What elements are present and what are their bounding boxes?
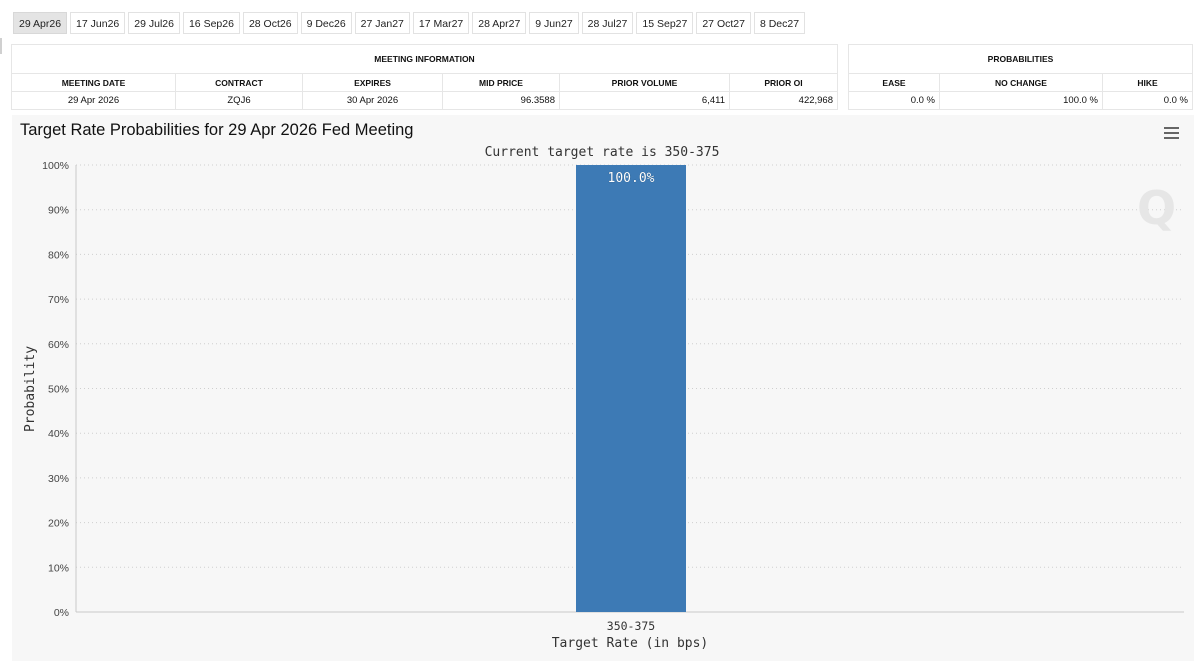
y-tick-label: 10%: [48, 562, 69, 574]
bar-data-label: 100.0%: [608, 171, 655, 186]
no-change-value: 100.0 %: [939, 91, 1103, 110]
tab-meeting-date[interactable]: 28 Apr27: [472, 12, 527, 34]
y-axis-title: Probability: [23, 346, 38, 432]
header-expires: EXPIRES: [302, 73, 443, 92]
x-axis-title: Target Rate (in bps): [552, 636, 709, 651]
y-tick-label: 80%: [48, 249, 69, 261]
header-no-change: NO CHANGE: [939, 73, 1103, 92]
tab-meeting-date[interactable]: 28 Jul27: [581, 12, 634, 34]
header-meeting-date: MEETING DATE: [11, 73, 176, 92]
prior-oi-value: 422,968: [729, 91, 838, 110]
header-hike: HIKE: [1102, 73, 1193, 92]
chart-title: Target Rate Probabilities for 29 Apr 202…: [20, 121, 414, 139]
y-tick-label: 60%: [48, 339, 69, 351]
chart-subtitle: Current target rate is 350-375: [485, 145, 720, 160]
y-tick-label: 70%: [48, 294, 69, 306]
mid-price-value: 96.3588: [442, 91, 560, 110]
contract-value: ZQJ6: [175, 91, 303, 110]
meeting-date-value: 29 Apr 2026: [11, 91, 176, 110]
tab-meeting-date[interactable]: 28 Oct26: [242, 12, 298, 34]
ease-value: 0.0 %: [848, 91, 940, 110]
y-tick-label: 90%: [48, 205, 69, 217]
hamburger-menu-icon[interactable]: [1164, 127, 1179, 140]
prior-volume-value: 6,411: [559, 91, 730, 110]
meeting-date-tabs: 29 Apr26 17 Jun26 29 Jul26 16 Sep26 28 Oct26…: [13, 12, 806, 34]
x-tick-label: 350-375: [607, 619, 655, 633]
meeting-information-table: MEETING INFORMATION MEETING DATE CONTRAC…: [11, 44, 838, 110]
tab-meeting-date[interactable]: 29 Jul26: [128, 12, 180, 34]
header-ease: EASE: [848, 73, 940, 92]
header-contract: CONTRACT: [175, 73, 303, 92]
tab-meeting-date[interactable]: 9 Dec26: [300, 12, 352, 34]
y-tick-label: 50%: [48, 384, 69, 396]
tab-meeting-date[interactable]: 27 Oct27: [696, 12, 751, 34]
probability-chart: 0% 10% 20% 30% 40% 50% 60% 70% 80% 90% 100% Current…: [23, 145, 1184, 651]
tab-meeting-date[interactable]: 27 Jan27: [354, 12, 410, 34]
tab-meeting-date[interactable]: 9 Jun27: [529, 12, 579, 34]
tab-meeting-date[interactable]: 16 Sep26: [182, 12, 240, 34]
probabilities-table: PROBABILITIES EASE NO CHANGE HIKE 0.0 % …: [848, 44, 1193, 110]
left-edge-marker: [0, 38, 2, 54]
header-prior-volume: PRIOR VOLUME: [559, 73, 730, 92]
y-tick-label: 30%: [48, 473, 69, 485]
probabilities-title: PROBABILITIES: [848, 44, 1193, 74]
chart-container: 0% 10% 20% 30% 40% 50% 60% 70% 80% 90% 100% Current…: [12, 115, 1194, 661]
expires-value: 30 Apr 2026: [302, 91, 443, 110]
y-tick-label: 20%: [48, 518, 69, 530]
hike-value: 0.0 %: [1102, 91, 1193, 110]
q-logo-icon: Q: [1137, 181, 1177, 235]
y-tick-label: 40%: [48, 428, 69, 440]
tab-meeting-date[interactable]: 29 Apr26: [13, 12, 68, 34]
bar-350-375: [576, 165, 686, 612]
meeting-information-title: MEETING INFORMATION: [11, 44, 838, 74]
tab-meeting-date[interactable]: 15 Sep27: [636, 12, 694, 34]
header-prior-oi: PRIOR OI: [729, 73, 838, 92]
tab-meeting-date[interactable]: 17 Mar27: [412, 12, 470, 34]
y-tick-label: 0%: [54, 607, 69, 619]
y-tick-label: 100%: [42, 160, 69, 172]
tab-meeting-date[interactable]: 8 Dec27: [753, 12, 806, 34]
tab-meeting-date[interactable]: 17 Jun26: [70, 12, 126, 34]
header-mid-price: MID PRICE: [442, 73, 560, 92]
